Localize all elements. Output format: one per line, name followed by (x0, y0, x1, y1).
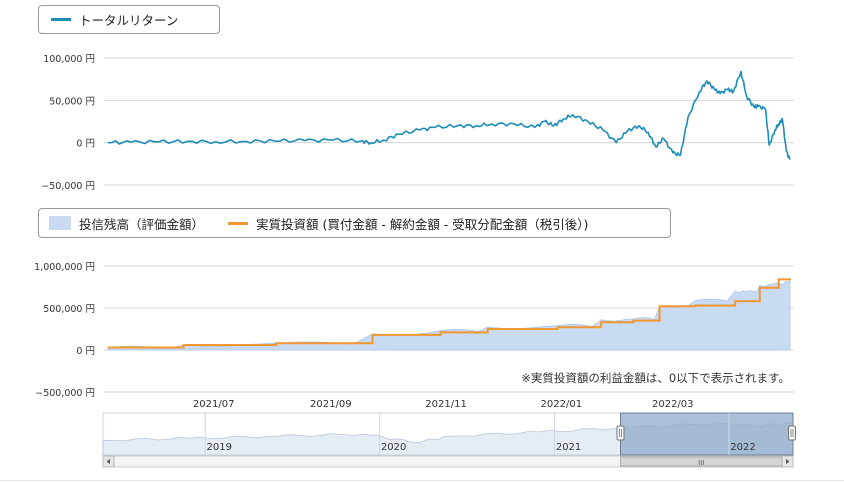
note-text: ※実質投資額の利益金額は、0以下で表示されます。 (521, 371, 790, 385)
x-tick-label: 2022/03 (652, 399, 694, 410)
balance-y-tick-label: 1,000,000 円 (34, 262, 95, 273)
balance-y-tick-label: 500,000 円 (43, 304, 95, 315)
scroll-right-arrow-icon (786, 459, 790, 464)
navigator-right-handle[interactable] (788, 425, 796, 441)
balance-area-swatch (49, 216, 71, 230)
return-y-tick-label: 50,000 円 (49, 96, 95, 107)
return-y-tick-label: −50,000 円 (41, 181, 95, 192)
x-tick-label: 2021/11 (425, 399, 467, 410)
navigator-year-label: 2020 (381, 442, 406, 453)
invested-line-swatch (228, 221, 249, 225)
balance-y-tick-label: −500,000 円 (35, 388, 95, 399)
x-tick-label: 2021/09 (310, 399, 352, 410)
legend-item-balance[interactable]: 投信残高（評価金額） (49, 214, 204, 233)
scrollbar-grip-icon: III (698, 459, 704, 467)
legend-label-balance: 投信残高（評価金額） (79, 216, 205, 232)
navigator-left-handle[interactable] (616, 425, 625, 441)
navigator-year-label: 2019 (207, 442, 232, 453)
navigator-year-label: 2021 (556, 442, 581, 453)
x-tick-label: 2021/07 (193, 399, 235, 410)
scroll-left-arrow-icon (106, 459, 110, 464)
legend-item-total-return[interactable]: トータルリターン (51, 10, 178, 29)
balance-area[interactable] (107, 280, 791, 351)
date-range-navigator[interactable]: 2019 2020 2021 2022 III (102, 412, 796, 468)
navigator-selected-range[interactable] (620, 412, 794, 456)
return-y-tick-label: 0 円 (76, 139, 95, 150)
balance-chart: 1,000,000 円 500,000 円 0 円 −500,000 円 2021/07… (34, 262, 794, 410)
total-return-series-line[interactable] (107, 70, 791, 160)
navigator-year-label: 2022 (730, 442, 755, 453)
legend-label-invested: 実質投資額 (買付金額 - 解約金額 - 受取分配金額（税引後）) (256, 216, 589, 232)
legend-label-total-return: トータルリターン (79, 13, 179, 28)
bottom-divider (0, 480, 844, 481)
navigator-scrollbar-thumb[interactable] (620, 456, 783, 467)
return-line-swatch (51, 18, 71, 21)
legend-item-invested[interactable]: 実質投資額 (買付金額 - 解約金額 - 受取分配金額（税引後）) (228, 214, 588, 233)
balance-y-tick-label: 0 円 (76, 346, 95, 357)
invested-step-line[interactable] (108, 278, 791, 349)
return-y-tick-label: 100,000 円 (43, 54, 95, 65)
total-return-chart: 100,000 円 50,000 円 0 円 −50,000 円 (41, 54, 794, 192)
return-legend[interactable]: トータルリターン (38, 5, 220, 34)
balance-legend[interactable]: 投信残高（評価金額） 実質投資額 (買付金額 - 解約金額 - 受取分配金額（税… (38, 208, 671, 238)
x-tick-label: 2022/01 (541, 399, 583, 410)
